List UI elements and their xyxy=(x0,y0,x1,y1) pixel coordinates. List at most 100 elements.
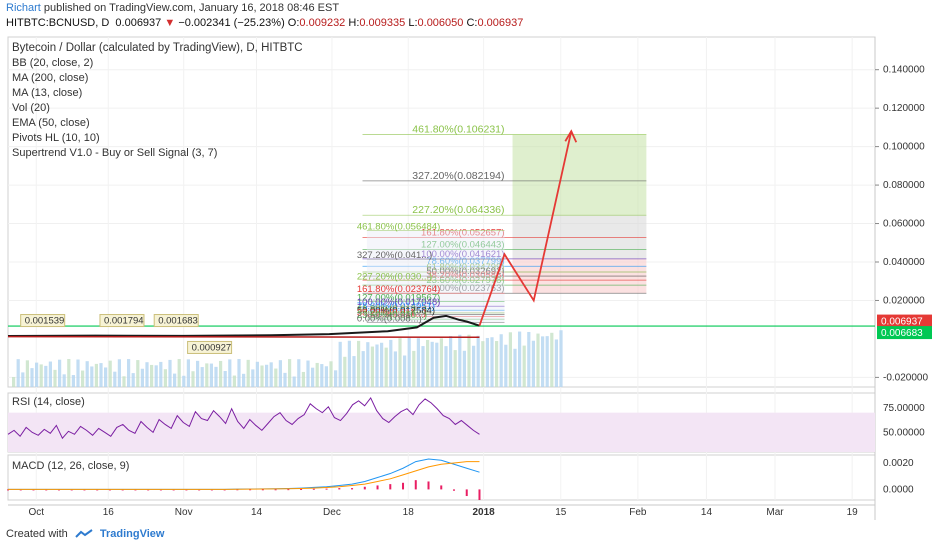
legend-item-ema[interactable]: EMA (50, close) xyxy=(12,117,90,129)
macd-tick-label: 0.0020 xyxy=(883,458,914,469)
volume-bar xyxy=(274,368,278,387)
volume-bar xyxy=(398,338,402,387)
fib-left-label: 100.00%(0.017048) xyxy=(357,297,440,308)
open-label: O: xyxy=(287,17,300,29)
fib-level-label: 127.00%(0.046443) xyxy=(421,240,504,251)
volume-bar xyxy=(251,369,255,387)
volume-bar xyxy=(223,371,227,387)
volume-bar xyxy=(182,375,186,387)
volume-bar xyxy=(458,334,462,387)
open-value: 0.009232 xyxy=(299,17,346,29)
pivot-label-text: 0.000927 xyxy=(192,342,232,353)
x-tick-label: 14 xyxy=(251,507,263,518)
macd-histogram-bar xyxy=(452,489,455,491)
tradingview-brand[interactable]: TradingView xyxy=(99,528,165,540)
volume-bar xyxy=(426,339,430,387)
volume-bar xyxy=(44,365,48,387)
volume-bar xyxy=(136,360,140,387)
rsi-label: RSI (14, close) xyxy=(12,396,85,408)
legend-item-bb[interactable]: BB (20, close, 2) xyxy=(12,57,94,69)
volume-bar xyxy=(117,359,121,387)
fib-left-label: 461.80%(0.056484) xyxy=(357,221,440,232)
volume-bar xyxy=(439,338,443,387)
volume-bar xyxy=(467,334,471,387)
volume-bar xyxy=(163,369,167,387)
fib-left-label: 161.80%(0.023764) xyxy=(357,284,440,295)
volume-bar xyxy=(283,372,287,387)
volume-bar xyxy=(389,339,393,387)
chart-title: Bytecoin / Dollar (calculated by Trading… xyxy=(12,42,303,54)
pivot-label-box xyxy=(20,314,66,328)
macd-histogram-bar xyxy=(312,488,315,490)
volume-bar xyxy=(16,359,20,387)
legend-item-pivots[interactable]: Pivots HL (10, 10) xyxy=(12,132,100,144)
fib-level-label: 327.20%(0.082194) xyxy=(412,170,504,182)
volume-bar xyxy=(255,361,259,387)
volume-bar xyxy=(504,344,508,387)
price-tag xyxy=(877,314,932,328)
pivot-label-text: 0.001683 xyxy=(158,316,198,327)
volume-bar xyxy=(320,364,324,387)
volume-bar xyxy=(53,369,57,387)
volume-bar xyxy=(94,363,98,387)
publish-info: published on TradingView.com, January 16… xyxy=(43,2,340,14)
macd-histogram-bar xyxy=(249,489,252,491)
close-value: 0.006937 xyxy=(477,17,524,29)
y-tick-label: 0.120000 xyxy=(883,103,925,114)
macd-histogram-bar xyxy=(427,481,430,490)
author-link[interactable]: Richart xyxy=(6,2,41,14)
volume-bar xyxy=(476,335,480,387)
volume-bar xyxy=(131,373,135,387)
x-tick-label: Dec xyxy=(323,507,341,518)
volume-bar xyxy=(370,346,374,387)
fib-level-label: 50.00%(0.032692) xyxy=(426,266,504,277)
y-tick-label: 0.060000 xyxy=(883,219,925,230)
legend-item-supertrend[interactable]: Supertrend V1.0 - Buy or Sell Signal (3,… xyxy=(12,147,218,159)
volume-bar xyxy=(403,355,407,387)
legend-item-ma200[interactable]: MA (200, close) xyxy=(12,72,89,84)
fib-zone-top xyxy=(512,134,647,216)
legend-item-ma13[interactable]: MA (13, close) xyxy=(12,87,83,99)
fib-left-label: 50.00%(0.012584) xyxy=(357,306,435,317)
price-change: −0.002341 (−25.23%) xyxy=(178,17,285,29)
volume-bar xyxy=(495,341,499,387)
volume-bar xyxy=(81,370,85,387)
volume-bar xyxy=(90,366,94,387)
volume-bar xyxy=(191,371,195,387)
volume-bar xyxy=(518,331,522,387)
volume-bar xyxy=(311,367,315,387)
tradingview-logo-icon[interactable] xyxy=(75,529,93,539)
volume-bar xyxy=(334,370,338,387)
volume-bar xyxy=(122,376,126,387)
macd-histogram-bar xyxy=(402,482,405,490)
symbol-name: HITBTC:BCNUSD, D xyxy=(6,17,110,29)
volume-bar xyxy=(301,371,305,387)
volume-bar xyxy=(343,356,347,387)
volume-bar xyxy=(71,375,75,387)
volume-bar xyxy=(145,362,149,387)
volume-bar xyxy=(490,337,494,387)
volume-bar xyxy=(205,363,209,387)
volume-bar xyxy=(21,372,25,387)
main-pane xyxy=(7,36,876,388)
volume-bar xyxy=(265,364,269,387)
volume-bar xyxy=(104,367,108,387)
volume-bar xyxy=(430,341,434,387)
macd-histogram-bar xyxy=(414,480,417,490)
volume-bar xyxy=(196,360,200,387)
macd-histogram-bar xyxy=(389,484,392,490)
y-tick-label: 0.080000 xyxy=(883,180,925,191)
volume-bar xyxy=(232,375,236,387)
volume-bar xyxy=(550,332,554,387)
volume-bar xyxy=(108,360,112,387)
volume-bar xyxy=(242,373,246,387)
rsi-tick-label: 75.00000 xyxy=(883,403,925,414)
volume-bar xyxy=(315,362,319,387)
volume-bar xyxy=(347,340,351,387)
volume-bar xyxy=(338,341,342,387)
volume-bar xyxy=(416,338,420,387)
legend-item-vol[interactable]: Vol (20) xyxy=(12,102,50,114)
volume-bar xyxy=(150,364,154,387)
volume-bar xyxy=(472,345,476,387)
